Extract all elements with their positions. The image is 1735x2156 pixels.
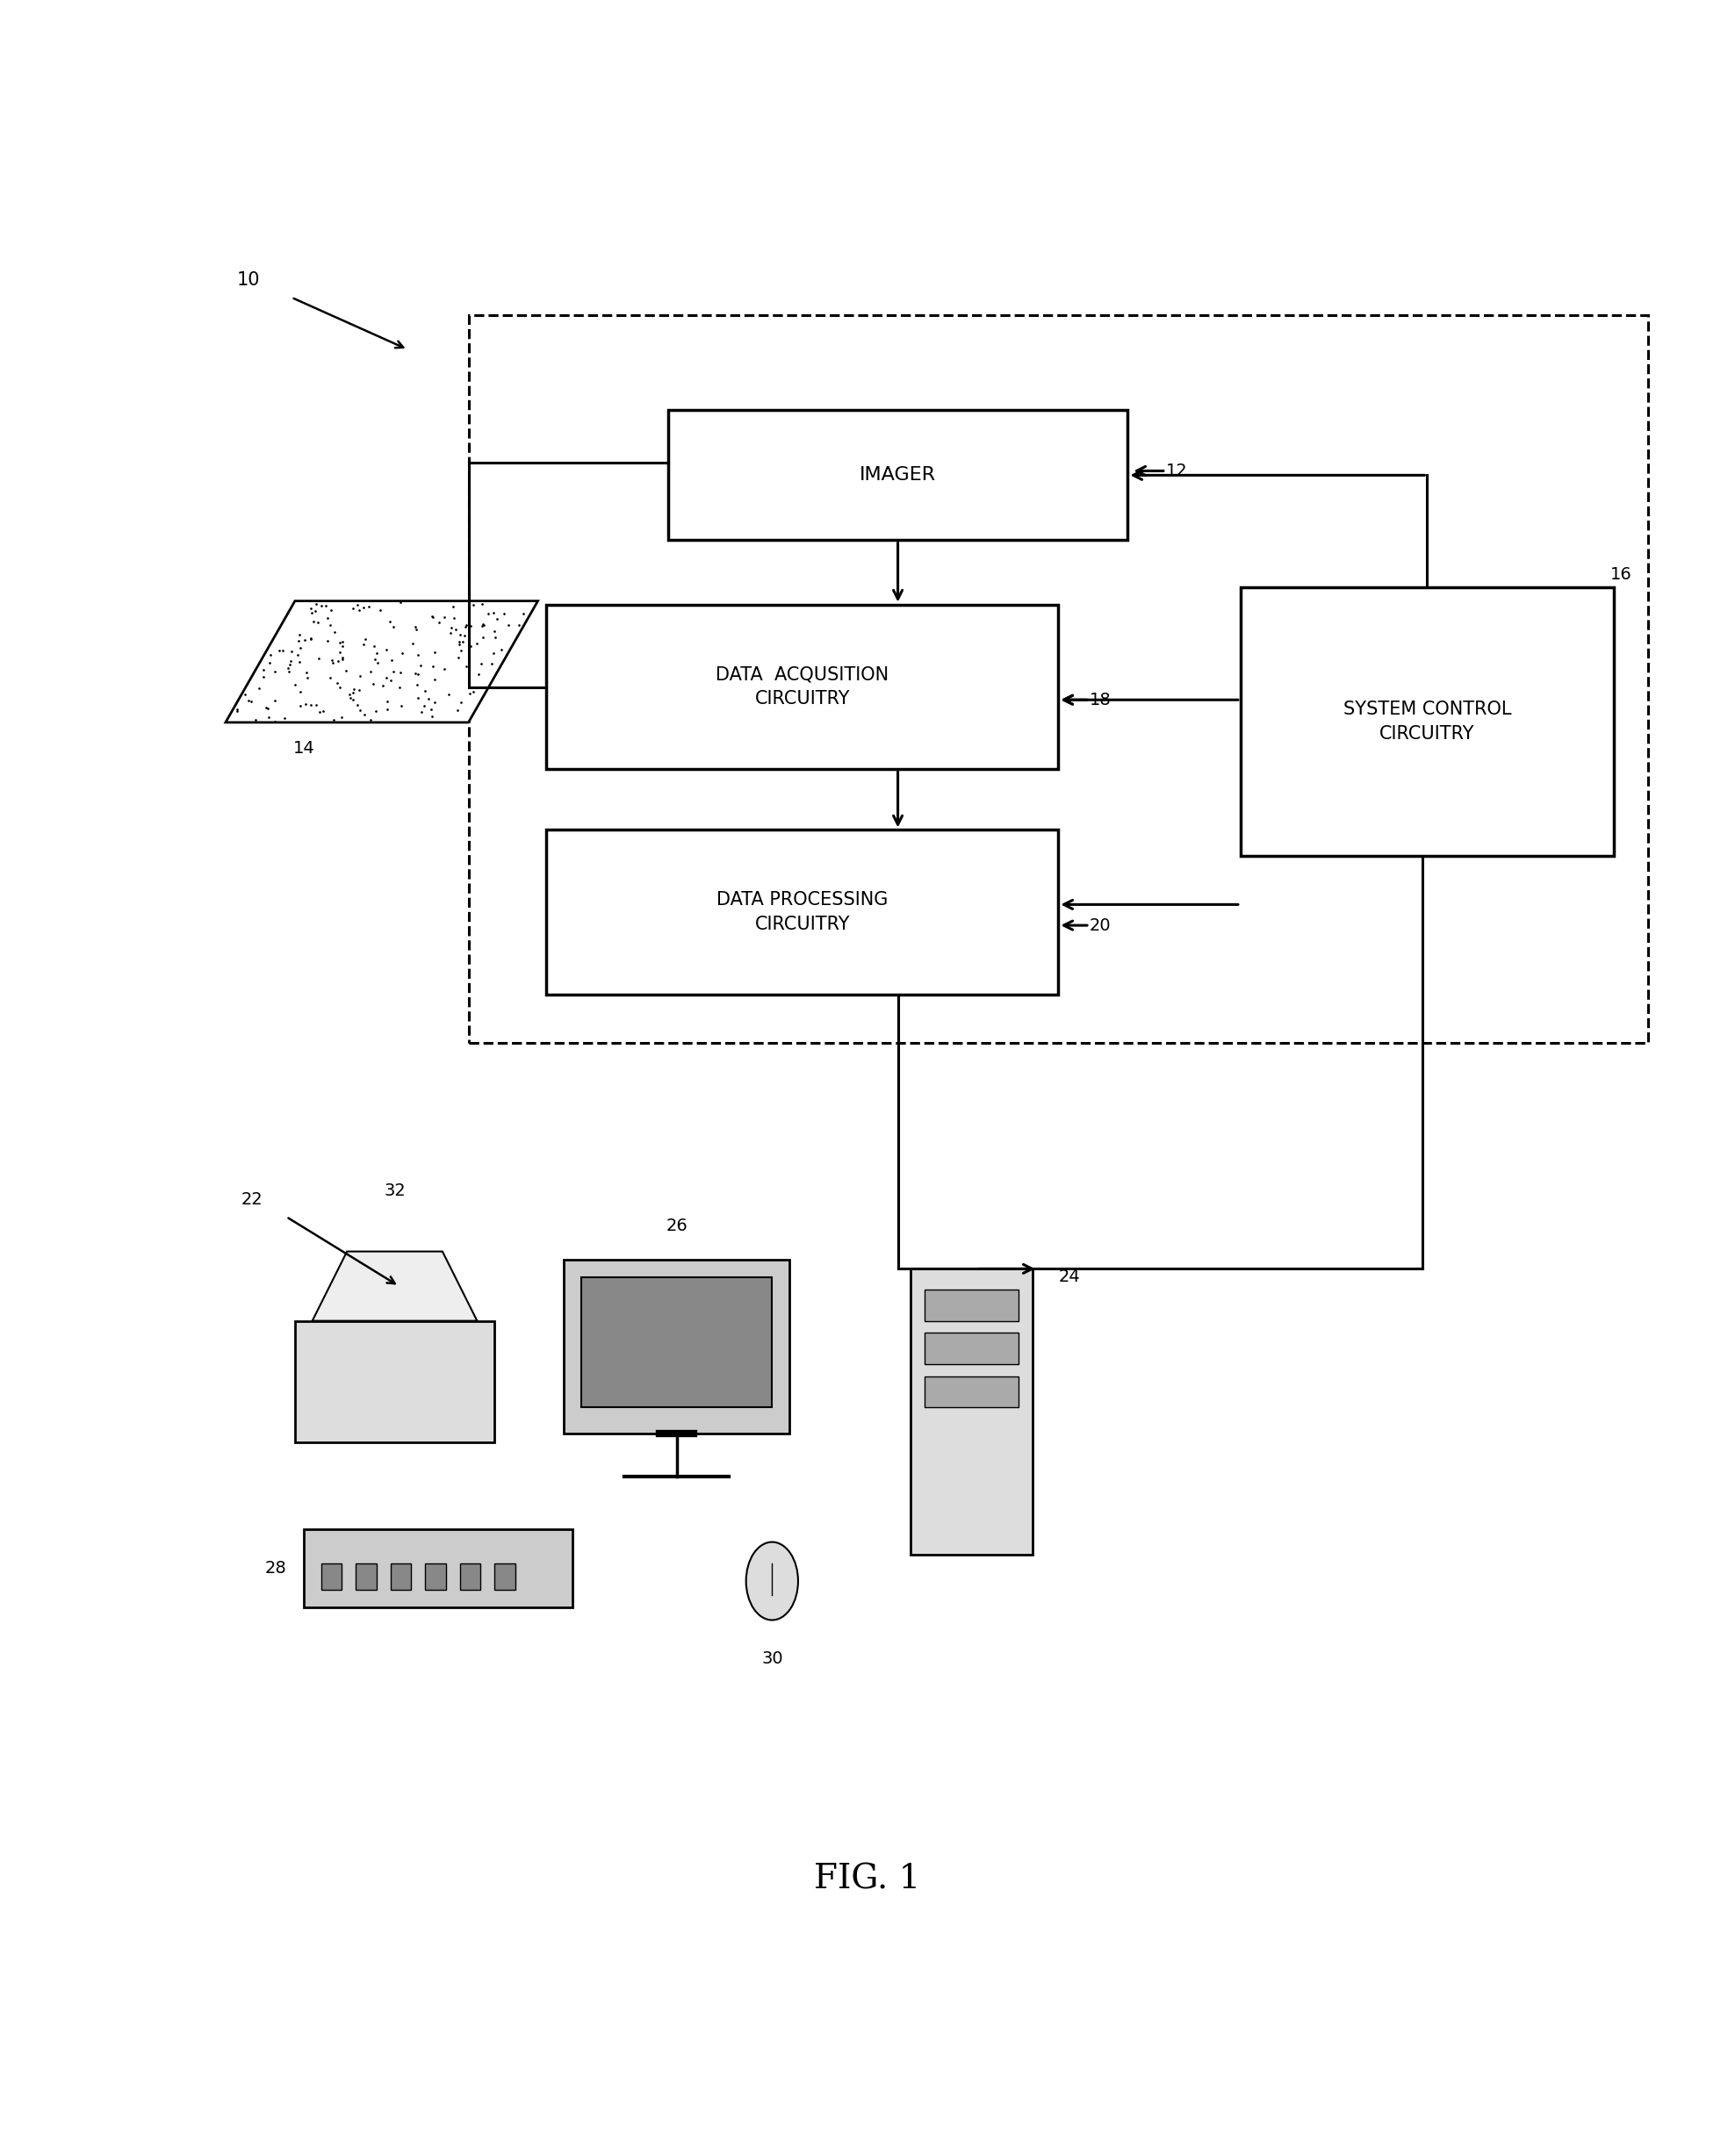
Text: 24: 24 <box>1058 1270 1081 1285</box>
FancyBboxPatch shape <box>581 1279 772 1408</box>
FancyBboxPatch shape <box>1241 586 1614 856</box>
FancyBboxPatch shape <box>547 830 1058 994</box>
FancyBboxPatch shape <box>925 1289 1018 1322</box>
Polygon shape <box>312 1250 477 1322</box>
Text: 16: 16 <box>1610 567 1633 584</box>
Text: 32: 32 <box>383 1184 406 1199</box>
Text: 30: 30 <box>762 1651 782 1667</box>
Text: 22: 22 <box>241 1190 262 1207</box>
Text: 12: 12 <box>1166 464 1188 479</box>
FancyBboxPatch shape <box>356 1563 376 1589</box>
FancyBboxPatch shape <box>547 604 1058 770</box>
FancyBboxPatch shape <box>295 1322 494 1442</box>
Text: 20: 20 <box>1090 916 1110 934</box>
Text: SYSTEM CONTROL
CIRCUITRY: SYSTEM CONTROL CIRCUITRY <box>1343 701 1511 742</box>
FancyBboxPatch shape <box>494 1563 515 1589</box>
Text: DATA PROCESSING
CIRCUITRY: DATA PROCESSING CIRCUITRY <box>717 890 888 934</box>
FancyBboxPatch shape <box>911 1270 1032 1554</box>
Ellipse shape <box>746 1542 798 1619</box>
FancyBboxPatch shape <box>925 1332 1018 1365</box>
FancyBboxPatch shape <box>925 1376 1018 1408</box>
FancyBboxPatch shape <box>321 1563 342 1589</box>
FancyBboxPatch shape <box>425 1563 446 1589</box>
FancyBboxPatch shape <box>564 1259 789 1434</box>
Polygon shape <box>226 602 538 722</box>
Text: IMAGER: IMAGER <box>859 466 937 483</box>
Text: FIG. 1: FIG. 1 <box>814 1863 921 1895</box>
Text: 14: 14 <box>293 740 314 757</box>
FancyBboxPatch shape <box>460 1563 481 1589</box>
FancyBboxPatch shape <box>668 410 1128 541</box>
Text: DATA  ACQUSITION
CIRCUITRY: DATA ACQUSITION CIRCUITRY <box>717 666 888 707</box>
Text: 10: 10 <box>236 272 260 289</box>
Text: 26: 26 <box>666 1218 687 1233</box>
Text: 18: 18 <box>1090 692 1112 707</box>
FancyBboxPatch shape <box>390 1563 411 1589</box>
FancyBboxPatch shape <box>304 1529 573 1606</box>
Text: 28: 28 <box>264 1559 286 1576</box>
